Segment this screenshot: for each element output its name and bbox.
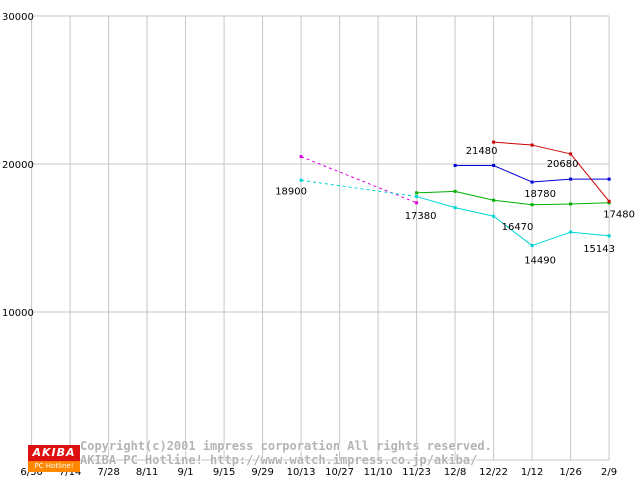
series-blue-segment: [493, 165, 533, 183]
data-label: 18900: [275, 186, 307, 197]
series-red-segment: [531, 144, 571, 155]
x-axis-label: 12/8: [444, 467, 466, 478]
series-cyan-marker: [299, 178, 303, 182]
series-red-marker: [492, 140, 496, 144]
akiba-logo: AKIBA PC Hotline!: [28, 445, 80, 472]
x-axis-label: 9/29: [251, 467, 273, 478]
x-axis-label: 1/12: [521, 467, 543, 478]
series-cyan-marker: [415, 195, 419, 199]
series-cyan-segment: [531, 231, 571, 247]
x-axis-label: 8/11: [136, 467, 158, 478]
data-label: 15143: [583, 244, 615, 255]
series-green-segment: [454, 190, 494, 201]
series-magenta-segment: [300, 156, 417, 204]
series-red-marker: [569, 152, 573, 156]
x-axis-label: 10/13: [287, 467, 316, 478]
copyright-text: Copyright(c)2001 impress corporation All…: [80, 439, 492, 453]
data-label: 17380: [405, 211, 437, 222]
series-cyan-marker: [530, 244, 534, 248]
y-axis-label: 10000: [2, 308, 34, 319]
series-green-marker: [569, 202, 573, 206]
x-axis-label: 2/9: [601, 467, 617, 478]
series-cyan-marker: [492, 214, 496, 218]
akiba-logo-bottom-text: PC Hotline!: [28, 461, 80, 472]
series-blue-marker: [492, 163, 496, 167]
akiba-logo-top-text: AKIBA: [28, 445, 80, 461]
data-label: 20680: [547, 159, 579, 170]
series-blue-marker: [569, 177, 573, 181]
series-blue-marker: [607, 177, 611, 181]
series-green-marker: [530, 203, 534, 207]
series-red-segment: [493, 141, 533, 146]
x-axis-label: 7/28: [97, 467, 119, 478]
y-axis-label: 20000: [2, 160, 34, 171]
series-blue-marker: [530, 180, 534, 184]
series-red-marker: [530, 143, 534, 147]
site-url-text: AKIBA PC Hotline! http://www.watch.impre…: [80, 453, 478, 467]
x-axis-label: 12/22: [479, 467, 508, 478]
x-axis-label: 6/30: [20, 467, 42, 478]
data-label: 18780: [524, 189, 556, 200]
series-green-segment: [570, 202, 610, 205]
axis-labels: 10000 20000 30000 6/30 7/14 7/28 8/11 9/1 9/15 9/…: [2, 12, 617, 478]
series-green-marker: [492, 198, 496, 202]
x-axis-label: 10/27: [325, 467, 354, 478]
annotations: 18900 17380 21480 20680 18780 16470 14490 15143…: [275, 146, 635, 266]
series-green-segment: [532, 203, 571, 206]
series-green-marker: [415, 191, 419, 195]
series-green-marker: [453, 189, 457, 193]
series-blue-segment: [532, 178, 571, 183]
y-axis-label: 30000: [2, 12, 34, 23]
series-cyan-segment: [570, 231, 610, 237]
series-cyan-segment: [493, 215, 533, 246]
data-label: 14490: [524, 256, 556, 267]
series-green-segment: [416, 190, 456, 194]
series-red-marker: [607, 199, 611, 203]
series-lines: [299, 140, 611, 248]
series-cyan-marker: [607, 234, 611, 238]
data-label: 16470: [502, 222, 534, 233]
x-axis-label: 11/23: [402, 467, 431, 478]
x-axis-label: 11/10: [364, 467, 393, 478]
series-cyan-marker: [569, 230, 573, 234]
series-magenta-marker: [415, 201, 419, 205]
x-axis-label: 1/26: [559, 467, 581, 478]
series-cyan-segment: [416, 196, 456, 209]
series-blue-marker: [453, 163, 457, 167]
series-green-segment: [493, 199, 533, 206]
series-red-segment: [570, 153, 610, 202]
x-axis-label: 7/14: [59, 467, 81, 478]
series-cyan-marker: [453, 206, 457, 210]
x-axis-label: 9/15: [213, 467, 235, 478]
series-cyan-segment: [301, 179, 417, 198]
x-axis-label: 9/1: [178, 467, 194, 478]
data-label: 21480: [466, 146, 498, 157]
series-cyan-segment: [454, 207, 494, 217]
data-label: 17480: [603, 209, 635, 220]
series-magenta-marker: [299, 155, 303, 159]
